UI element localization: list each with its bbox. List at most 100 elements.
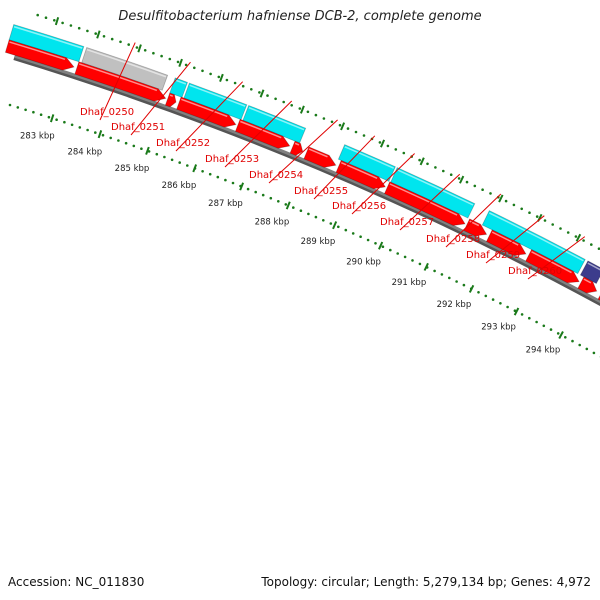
scale-tick-label: 288 kbp (255, 218, 290, 228)
gene-label: Dhaf_0250 (80, 107, 134, 118)
scale-ring-dot (506, 305, 509, 309)
outer-ring-dot (233, 81, 237, 85)
gene-leader-line (130, 61, 191, 136)
outer-ring-dot (378, 141, 382, 144)
cds-arrow-sheen (308, 148, 328, 158)
outer-ring-dot (69, 24, 73, 27)
scale-ring-dot (314, 215, 318, 219)
scale-ring-dot (440, 273, 444, 276)
scale-ring-dot (140, 147, 143, 150)
outer-ring-tick (96, 30, 101, 39)
outer-ring-dot (61, 21, 64, 25)
scale-tick-label: 284 kbp (67, 147, 102, 157)
scale-ring-dot (396, 252, 400, 255)
scale-ring-dot (277, 200, 280, 203)
outer-ring-dot (402, 151, 406, 155)
outer-ring-dot (566, 231, 570, 234)
gene-leader-line (313, 135, 376, 200)
outer-ring-dot (258, 91, 261, 94)
outer-ring-dot (426, 162, 429, 166)
scale-ring-dot (39, 113, 43, 116)
scale-tick (378, 241, 384, 250)
outer-ring-dot (338, 123, 342, 127)
scale-ring-dot (433, 269, 436, 273)
scale-tick-label: 286 kbp (162, 181, 197, 191)
feature-block-sheen (248, 106, 305, 131)
cds-arrow (303, 146, 337, 168)
scale-ring-dot (462, 283, 466, 287)
scale-ticks (8, 13, 600, 358)
scale-ring-dot (381, 245, 385, 248)
scale-ring-dot (307, 212, 310, 216)
gene-label: Dhaf_0253 (205, 154, 259, 165)
outer-ring-dot (551, 223, 554, 226)
scale-ring-dot (269, 196, 273, 200)
outer-ring-dot (434, 166, 437, 169)
scale-ring-dot (163, 155, 166, 159)
scale-ring-dot (484, 294, 488, 298)
scale-ring-dot (231, 181, 235, 185)
scale-tick-label: 287 kbp (208, 199, 243, 209)
scale-ring-dot (16, 106, 20, 109)
outer-ring-dot (386, 144, 390, 148)
outer-ring-dot (590, 243, 593, 246)
scale-tick (192, 164, 198, 173)
outer-ring-dot (241, 84, 245, 88)
outer-ring-dot (330, 120, 334, 124)
cds-arrow (164, 92, 177, 108)
outer-ring-dot (143, 49, 147, 52)
scale-ring-dot (535, 320, 538, 324)
outer-ring-dot (543, 219, 547, 222)
tick-labels: 283 kbp 284 kbp 285 kbp 286 kbp 287 kbp 288 k… (20, 132, 560, 356)
outer-ring-dot (504, 199, 508, 203)
scale-ring-dot (32, 110, 35, 114)
outer-ring-dot (418, 158, 421, 162)
outer-ring-tick (459, 175, 465, 184)
backbone-line (14, 54, 600, 304)
scale-ring-dot (374, 242, 377, 245)
cds-arrow (577, 276, 598, 294)
outer-ring-dot (290, 104, 294, 107)
scale-ring-dot (201, 170, 204, 173)
cds-arrow-sheen (169, 94, 174, 97)
outer-ring-dot (160, 54, 163, 58)
gene-label: Dhaf_0254 (249, 170, 303, 181)
outer-ring-dot (152, 51, 155, 55)
scale-ring-dot (389, 248, 392, 252)
outer-ring-dot (266, 94, 269, 97)
scale-tick (285, 201, 291, 210)
scale-ring-dot (284, 203, 288, 206)
cds-arrow-sheen (181, 98, 228, 118)
cds-arrow-body (176, 96, 237, 128)
scale-ring-dot (55, 118, 58, 121)
outer-ring-dot (362, 134, 366, 137)
cds-arrow-sheen (389, 183, 458, 216)
scale-ring-dot (261, 193, 265, 197)
gene-leader-line (485, 215, 545, 264)
scale-tick-label: 290 kbp (346, 257, 381, 267)
cds-arrow-body (383, 181, 466, 226)
outer-ring-dot (512, 203, 516, 207)
scale-ring-dot (351, 232, 355, 235)
outer-ring-tick (137, 44, 142, 53)
scale-ring-dot (246, 187, 250, 191)
scale-ring-dot (47, 115, 51, 119)
scale-tick-label: 291 kbp (392, 278, 427, 288)
cds-arrow-sheen (78, 63, 158, 92)
outer-ring-dot (225, 78, 229, 82)
cds-arrow-body (4, 39, 75, 71)
scale-ring-dot (178, 161, 181, 164)
scale-ring-dot (8, 103, 12, 107)
scale-ring-dot (411, 259, 414, 262)
outer-ring-dot (282, 100, 286, 104)
outer-ring-tick (54, 17, 60, 26)
scale-tick (239, 182, 245, 191)
gene-label: Dhaf_0258 (426, 234, 480, 245)
outer-ring-dot (449, 173, 453, 176)
map-title: Desulfitobacterium hafniense DCB-2, comp… (118, 9, 482, 24)
scale-ring-dot (542, 324, 546, 328)
gene-leader-line (527, 236, 586, 280)
outer-ring-dot (77, 26, 81, 30)
outer-ring-tick (219, 73, 224, 82)
